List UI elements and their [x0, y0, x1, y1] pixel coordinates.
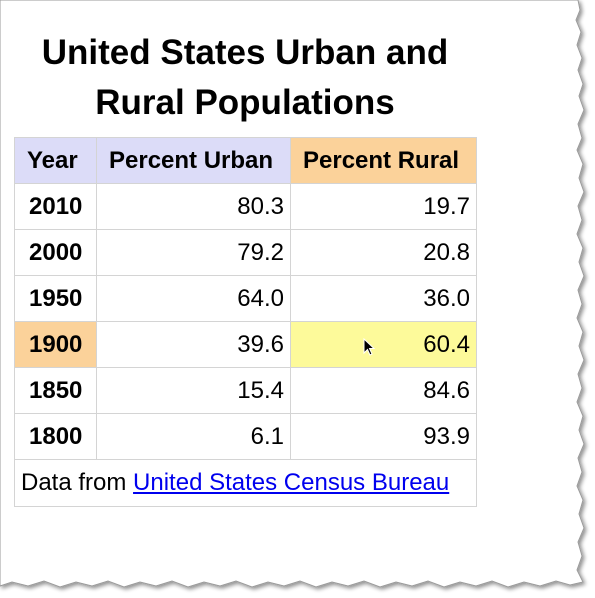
- year-cell-highlighted: 1900: [14, 321, 97, 368]
- census-bureau-link[interactable]: United States Census Bureau: [133, 469, 450, 496]
- mouse-pointer-icon: [363, 338, 375, 356]
- urban-cell: 64.0: [96, 275, 291, 322]
- table-header-row: Year Percent Urban Percent Rural: [14, 137, 477, 184]
- table-row: 1800 6.1 93.9: [14, 413, 477, 460]
- rural-cell: 19.7: [290, 183, 477, 230]
- rural-cell: 93.9: [290, 413, 477, 460]
- table-row: 2000 79.2 20.8: [14, 229, 477, 276]
- rural-cell: 20.8: [290, 229, 477, 276]
- table-row: 2010 80.3 19.7: [14, 183, 477, 230]
- title-line-2: Rural Populations: [95, 83, 395, 122]
- column-header-percent-rural: Percent Rural: [290, 137, 477, 184]
- year-cell: 2000: [14, 229, 97, 276]
- column-header-year: Year: [14, 137, 97, 184]
- urban-cell: 79.2: [96, 229, 291, 276]
- source-prefix: Data from: [21, 469, 127, 496]
- rural-cell-value: 60.4: [423, 330, 470, 358]
- table-row: 1950 64.0 36.0: [14, 275, 477, 322]
- year-cell: 1800: [14, 413, 97, 460]
- table-row: 1900 39.6 60.4: [14, 321, 477, 368]
- table-row: 1850 15.4 84.6: [14, 367, 477, 414]
- rural-cell: 84.6: [290, 367, 477, 414]
- urban-cell: 6.1: [96, 413, 291, 460]
- urban-cell: 15.4: [96, 367, 291, 414]
- population-table: Year Percent Urban Percent Rural 2010 80…: [14, 137, 477, 507]
- year-cell: 1850: [14, 367, 97, 414]
- year-cell: 1950: [14, 275, 97, 322]
- source-cell: Data from United States Census Bureau: [14, 459, 477, 507]
- year-cell: 2010: [14, 183, 97, 230]
- urban-cell: 39.6: [96, 321, 291, 368]
- rural-cell-highlighted[interactable]: 60.4: [290, 321, 477, 368]
- title-line-1: United States Urban and: [41, 33, 449, 72]
- rural-cell: 36.0: [290, 275, 477, 322]
- source-row: Data from United States Census Bureau: [14, 459, 477, 507]
- column-header-percent-urban: Percent Urban: [96, 137, 291, 184]
- urban-cell: 80.3: [96, 183, 291, 230]
- page-title: United States Urban and Rural Population…: [0, 28, 490, 128]
